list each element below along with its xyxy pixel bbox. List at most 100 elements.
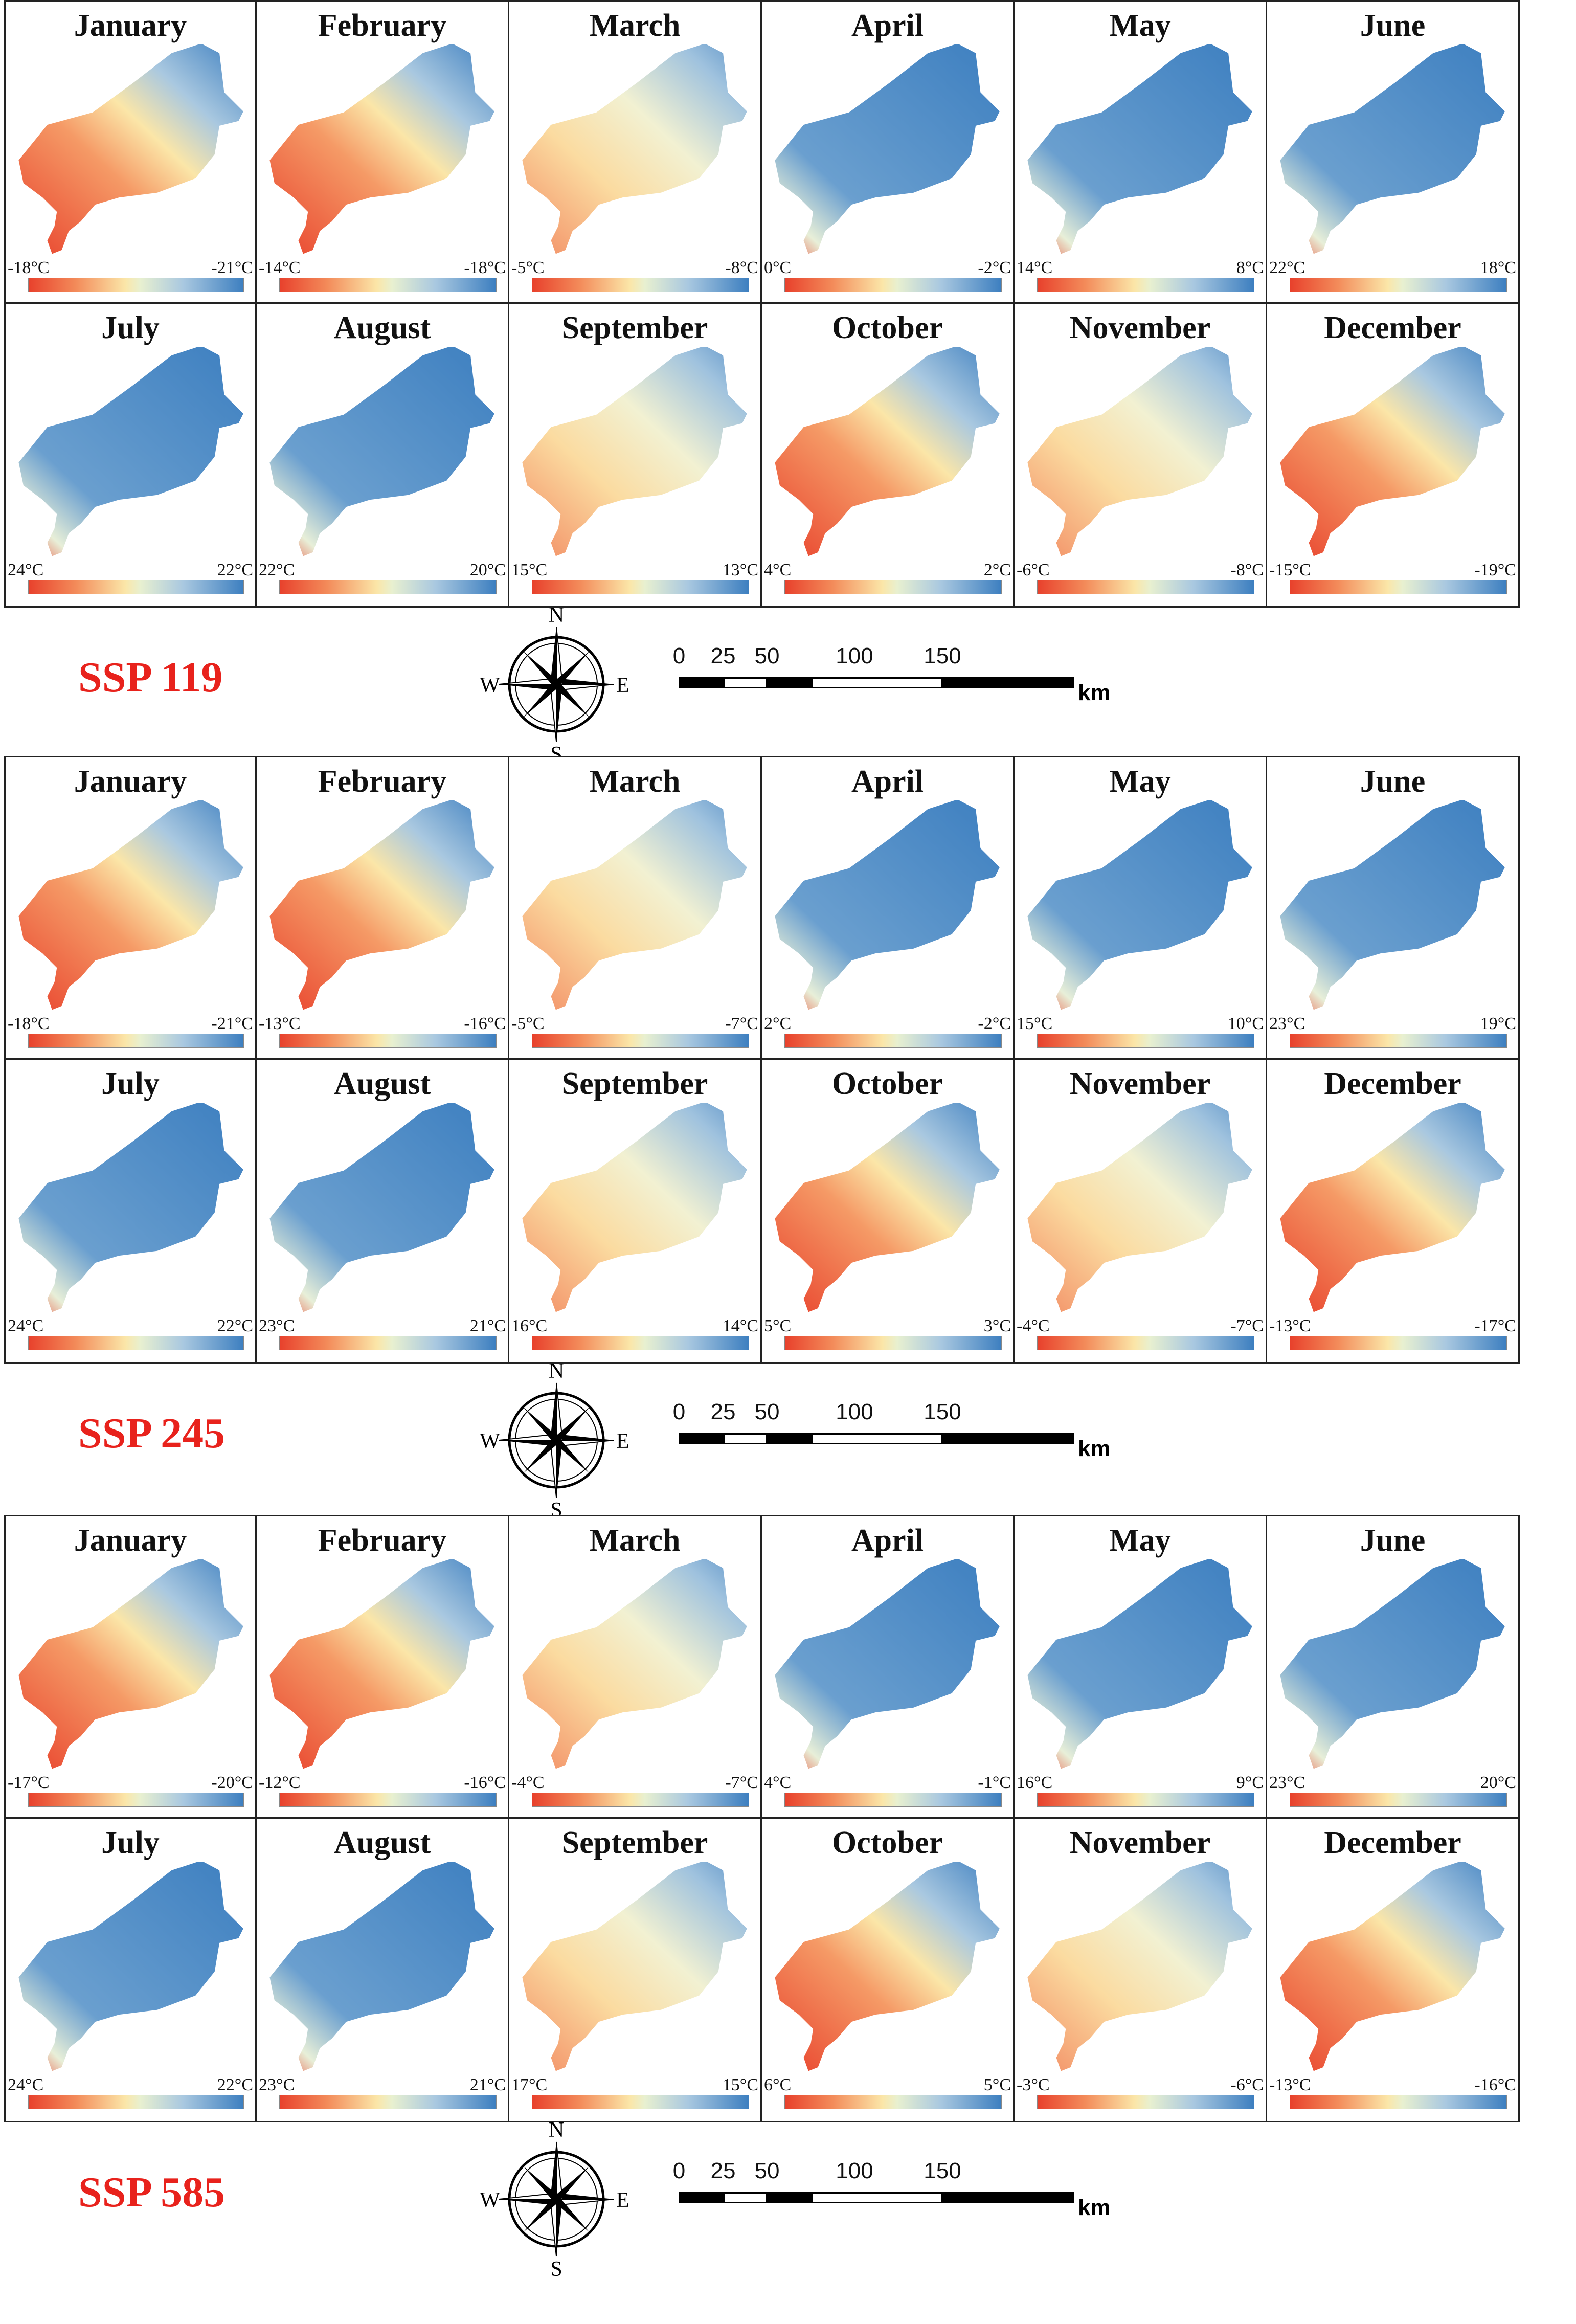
scale-segment: [767, 1433, 811, 1444]
region-map: [775, 347, 1000, 556]
temperature-surface: [1027, 44, 1252, 254]
temperature-surface: [775, 44, 1000, 254]
region-map: [1280, 1862, 1505, 2071]
month-panel: November -4°C -7°C: [1015, 1060, 1267, 1364]
colorbar: [532, 1793, 749, 1807]
month-row: January -17°C -20°C February -12°C -16°C March…: [4, 1515, 1572, 1819]
compass-n: N: [549, 2122, 564, 2142]
colorbar-low-label: -2°C: [978, 1014, 1011, 1033]
region-map: [269, 347, 494, 556]
month-panel: April 4°C -1°C: [762, 1515, 1015, 1819]
temperature-surface: [1280, 1559, 1505, 1769]
temperature-surface: [522, 800, 747, 1010]
compass-n: N: [549, 1364, 564, 1383]
colorbar-low-label: 9°C: [1236, 1773, 1264, 1792]
region-map: [1280, 347, 1505, 556]
colorbar: [279, 278, 497, 292]
colorbar: [1037, 1793, 1254, 1807]
temperature-surface: [1027, 800, 1252, 1010]
temperature-surface: [269, 1559, 494, 1769]
scale-segment: [811, 2192, 942, 2203]
month-panel: June 22°C 18°C: [1267, 0, 1520, 304]
region-map: [775, 44, 1000, 254]
month-panel: July 24°C 22°C: [4, 304, 257, 608]
month-title: November: [1069, 1066, 1211, 1101]
month-title: July: [101, 1066, 160, 1101]
compass-n: N: [549, 608, 564, 627]
colorbar-high-label: -17°C: [8, 1773, 50, 1792]
scale-segment: [723, 2192, 767, 2203]
temperature-surface: [522, 44, 747, 254]
colorbar-low-label: 20°C: [469, 561, 506, 579]
temperature-surface: [269, 800, 494, 1010]
compass-s: S: [550, 1499, 562, 1517]
scale-unit: km: [1078, 680, 1111, 705]
colorbar-high-label: 22°C: [1269, 258, 1305, 277]
month-title: September: [561, 1066, 708, 1101]
month-title: July: [101, 1825, 160, 1860]
colorbar: [1290, 1034, 1507, 1048]
colorbar: [279, 580, 497, 594]
colorbar-high-label: -5°C: [511, 1014, 545, 1033]
colorbar: [279, 2095, 497, 2109]
month-title: January: [74, 8, 187, 43]
region-map: [775, 1103, 1000, 1312]
scenario-footer: SSP 245 N S E W 0 25 50 100 150 km: [4, 1364, 1572, 1517]
month-title: July: [101, 310, 160, 345]
month-panel: August 22°C 20°C: [257, 304, 509, 608]
month-title: February: [318, 1523, 447, 1558]
colorbar-high-label: -3°C: [1017, 2075, 1050, 2094]
region-map: [522, 1862, 747, 2071]
temperature-surface: [1280, 1103, 1505, 1312]
colorbar: [279, 1336, 497, 1350]
region-map: [269, 1862, 494, 2071]
temperature-surface: [522, 1862, 747, 2071]
month-title: January: [74, 764, 187, 799]
month-panel: December -13°C -16°C: [1267, 1819, 1520, 2122]
month-row: July 24°C 22°C August 23°C 21°C September 17°C 1…: [4, 1819, 1572, 2122]
scale-unit: km: [1078, 1436, 1111, 1461]
colorbar-low-label: 2°C: [983, 561, 1011, 579]
temperature-surface: [1027, 347, 1252, 556]
colorbar: [1290, 1793, 1507, 1807]
scale-tick-label: 100: [836, 2158, 873, 2183]
month-panel: April 0°C -2°C: [762, 0, 1015, 304]
colorbar-high-label: 24°C: [8, 561, 44, 579]
month-title: April: [851, 764, 924, 799]
scale-segment: [942, 677, 1074, 688]
scale-tick-label: 25: [710, 643, 736, 668]
region-map: [18, 1559, 243, 1769]
scale-segment: [679, 2192, 723, 2203]
colorbar: [1290, 278, 1507, 292]
month-title: October: [832, 310, 943, 345]
colorbar-high-label: -5°C: [511, 258, 545, 277]
scale-tick-label: 100: [836, 643, 873, 668]
scale-segment: [767, 2192, 811, 2203]
compass-e: E: [616, 1429, 629, 1453]
scale-tick-label: 50: [754, 1399, 780, 1424]
region-map: [522, 1559, 747, 1769]
region-map: [1280, 44, 1505, 254]
temperature-surface: [1280, 44, 1505, 254]
compass-s: S: [550, 2258, 562, 2276]
colorbar-low-label: 15°C: [722, 2075, 758, 2094]
temperature-surface: [269, 347, 494, 556]
scenario-footer: SSP 585 N S E W 0 25 50 100 150 km: [4, 2122, 1572, 2276]
colorbar-low-label: 5°C: [983, 2075, 1011, 2094]
scale-segment: [723, 1433, 767, 1444]
temperature-surface: [522, 347, 747, 556]
colorbar-low-label: -7°C: [1230, 1316, 1264, 1335]
colorbar: [1037, 580, 1254, 594]
month-title: December: [1324, 310, 1461, 345]
scenario-title: SSP 245: [78, 1410, 226, 1457]
region-map: [522, 44, 747, 254]
month-row: July 24°C 22°C August 23°C 21°C September 16°C 1…: [4, 1060, 1572, 1364]
colorbar-low-label: -21°C: [211, 1014, 253, 1033]
scale-tick-label: 0: [672, 2158, 686, 2183]
scenario-title: SSP 119: [78, 654, 223, 701]
colorbar-low-label: -18°C: [464, 258, 506, 277]
colorbar-high-label: -4°C: [1017, 1316, 1050, 1335]
colorbar: [532, 1034, 749, 1048]
